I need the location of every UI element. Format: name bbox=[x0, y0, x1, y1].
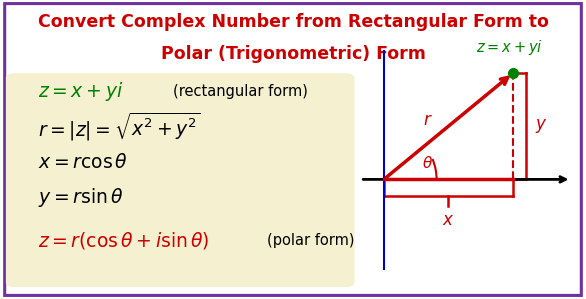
Text: (polar form): (polar form) bbox=[267, 233, 354, 248]
Text: $x = r\cos\theta$: $x = r\cos\theta$ bbox=[38, 153, 128, 173]
Text: $x$: $x$ bbox=[442, 211, 455, 229]
Text: $z = r(\cos\theta + i\sin\theta)$: $z = r(\cos\theta + i\sin\theta)$ bbox=[38, 230, 209, 251]
Text: $\theta$: $\theta$ bbox=[423, 155, 433, 171]
Text: $z = x + yi$: $z = x + yi$ bbox=[38, 80, 123, 103]
Text: $r = |z| = \sqrt{x^2 + y^2}$: $r = |z| = \sqrt{x^2 + y^2}$ bbox=[38, 111, 201, 143]
Text: Polar (Trigonometric) Form: Polar (Trigonometric) Form bbox=[161, 45, 425, 63]
Text: $r$: $r$ bbox=[423, 111, 432, 129]
Text: $y = r\sin\theta$: $y = r\sin\theta$ bbox=[38, 186, 124, 209]
Text: Convert Complex Number from Rectangular Form to: Convert Complex Number from Rectangular … bbox=[38, 13, 548, 31]
Text: $z = x + yi$: $z = x + yi$ bbox=[476, 38, 543, 57]
Text: $y$: $y$ bbox=[535, 117, 547, 135]
FancyBboxPatch shape bbox=[6, 73, 355, 287]
Text: (rectangular form): (rectangular form) bbox=[173, 84, 308, 99]
FancyBboxPatch shape bbox=[5, 4, 581, 295]
